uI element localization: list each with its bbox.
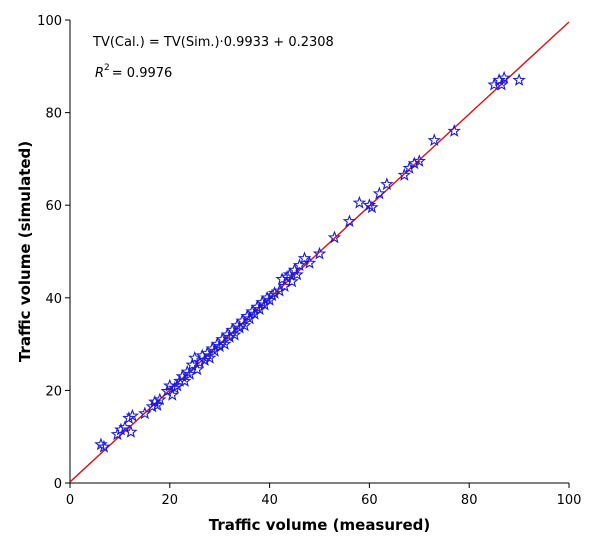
x-ticks: 0 20 40 60 80 100 <box>66 483 582 508</box>
data-point <box>185 357 199 371</box>
data-point <box>302 256 317 269</box>
y-axis-title: Traffic volume (simulated) <box>16 141 34 362</box>
r2-power: 2 <box>104 63 110 73</box>
data-point <box>427 133 442 147</box>
r2-prefix: R <box>95 66 104 81</box>
data-point <box>342 214 357 228</box>
x-tick-label: 100 <box>557 493 582 508</box>
data-point <box>198 353 212 367</box>
data-point <box>292 258 307 272</box>
data-point <box>312 246 327 260</box>
data-point <box>327 230 342 244</box>
x-axis-title: Traffic volume (measured) <box>209 516 430 534</box>
x-tick-label: 60 <box>361 493 378 508</box>
data-point <box>497 70 511 84</box>
data-point <box>232 320 247 334</box>
data-point <box>290 267 304 281</box>
y-tick-label: 0 <box>54 477 62 492</box>
data-point <box>265 288 279 302</box>
data-point <box>512 73 526 86</box>
data-point <box>285 274 299 288</box>
data-point <box>148 394 162 408</box>
r-squared-label: R2 = 0.9976 <box>95 63 172 81</box>
data-point <box>402 161 417 174</box>
data-point <box>188 350 202 364</box>
axes: 0 20 40 60 80 100 0 20 40 60 80 100 <box>37 14 581 508</box>
data-point <box>168 381 182 394</box>
data-point <box>237 318 252 332</box>
regression-fit-line <box>69 21 570 483</box>
y-ticks: 0 20 40 60 80 100 <box>37 14 70 492</box>
data-point <box>153 392 167 406</box>
data-point <box>222 330 237 343</box>
x-tick-label: 40 <box>261 493 278 508</box>
regression-equation: TV(Cal.) = TV(Sim.)·0.9933 + 0.2308 <box>92 35 334 50</box>
data-point <box>447 124 461 137</box>
data-point <box>412 154 427 167</box>
x-tick-label: 80 <box>461 493 478 508</box>
data-point <box>380 177 394 191</box>
data-point <box>372 186 387 200</box>
x-tick-label: 0 <box>66 493 74 508</box>
y-tick-label: 60 <box>45 199 62 214</box>
data-point <box>125 408 140 422</box>
data-point <box>190 362 204 376</box>
data-point <box>494 77 509 91</box>
data-point <box>297 251 312 265</box>
data-point <box>202 350 217 364</box>
y-tick-label: 20 <box>45 384 62 399</box>
data-point <box>178 374 192 387</box>
data-point <box>407 156 422 170</box>
data-point <box>227 327 242 341</box>
data-point <box>217 337 232 350</box>
data-point <box>118 420 132 434</box>
data-point <box>183 367 197 380</box>
r2-value: = 0.9976 <box>112 66 173 81</box>
y-tick-label: 40 <box>45 292 62 307</box>
data-point <box>124 424 138 438</box>
data-point <box>114 422 128 436</box>
data-point <box>267 286 282 299</box>
data-point <box>277 279 292 292</box>
y-tick-label: 80 <box>45 107 62 122</box>
data-point <box>352 195 367 209</box>
data-point <box>193 355 207 369</box>
data-points <box>94 70 526 453</box>
y-tick-label: 100 <box>37 14 62 29</box>
data-point <box>165 387 180 401</box>
data-point <box>275 272 289 286</box>
data-point <box>365 200 379 214</box>
data-point <box>97 439 111 453</box>
x-tick-label: 20 <box>162 493 179 508</box>
data-point <box>397 168 412 181</box>
data-point <box>212 339 227 353</box>
